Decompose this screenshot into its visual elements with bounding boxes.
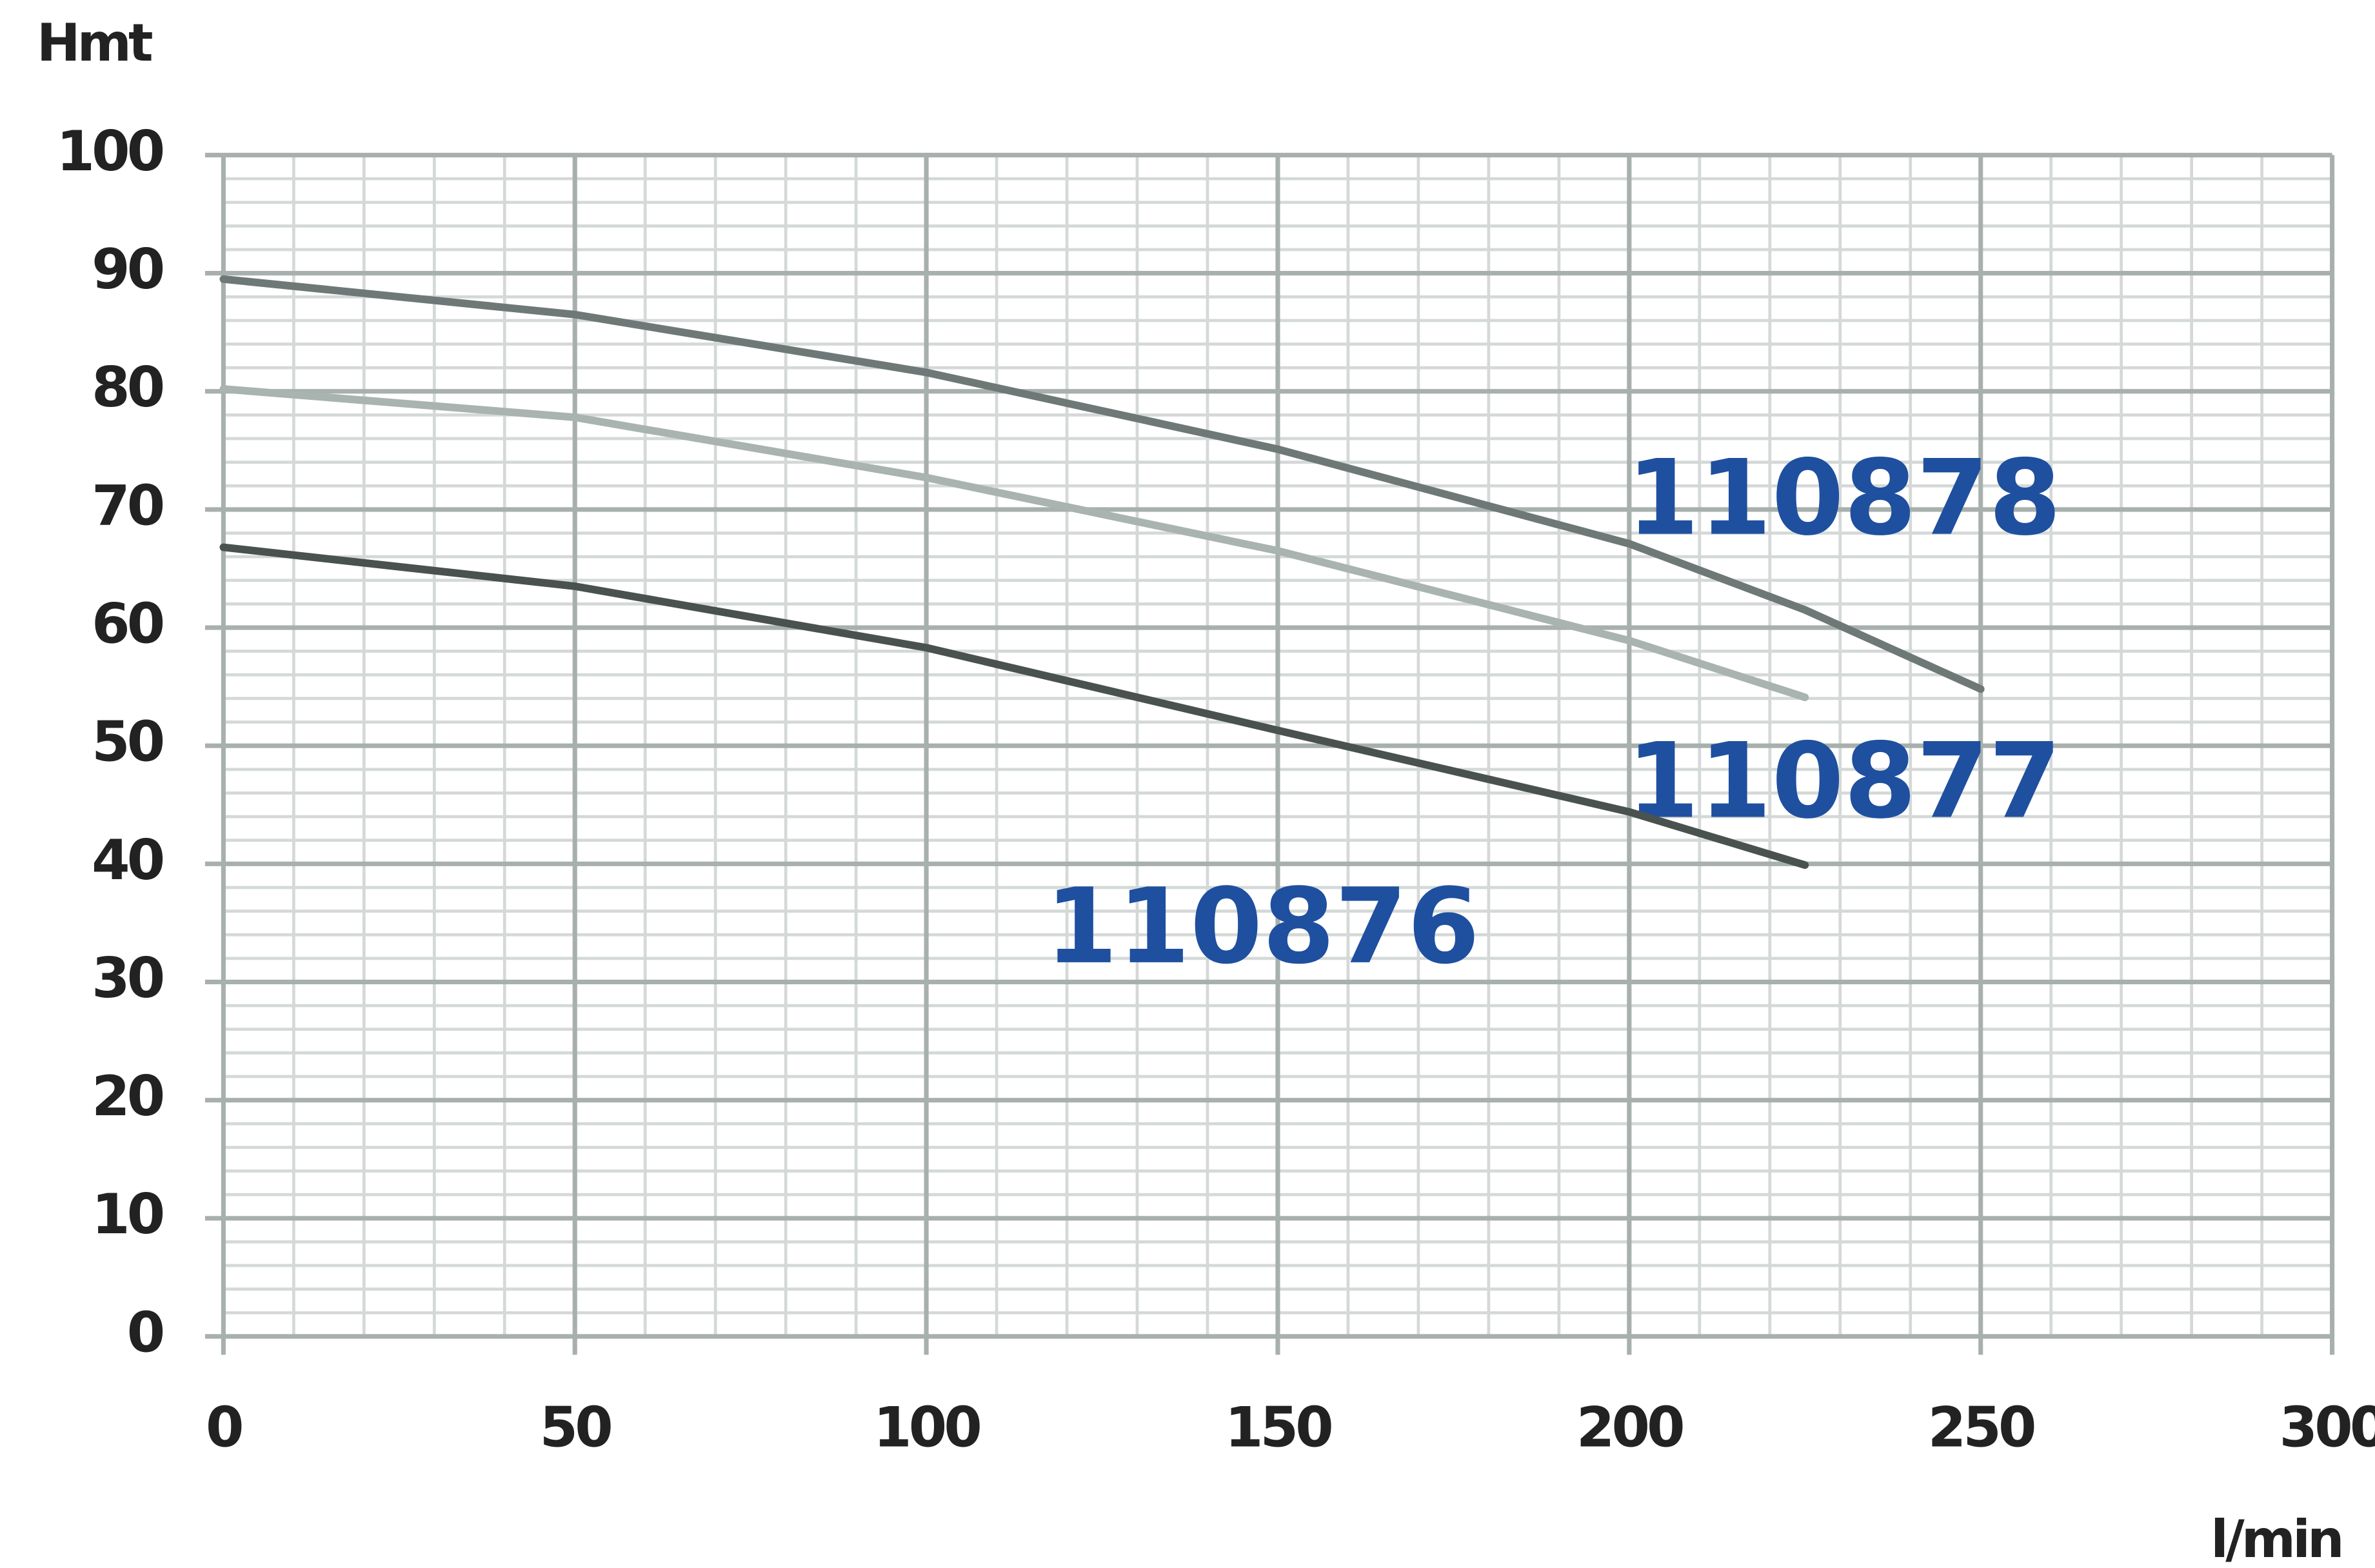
series-line [219,275,1985,693]
y-axis-title: Hmt [37,13,152,74]
y-tick-label: 60 [92,592,163,656]
x-tick-label: 0 [206,1396,242,1460]
x-tick-label: 50 [540,1396,611,1460]
series-label: 110876 [1046,866,1480,987]
x-tick-label: 100 [873,1396,980,1460]
y-tick-label: 90 [92,238,163,302]
series-line [219,385,1809,702]
y-tick-label: 70 [92,474,163,538]
x-axis-title: l/min [2211,1509,2341,1568]
x-tick-label: 300 [2280,1396,2375,1460]
series-line [219,543,1809,869]
x-tick-label: 150 [1225,1396,1331,1460]
x-tick-label: 250 [1928,1396,2034,1460]
y-tick-label: 100 [56,120,163,184]
x-tick-label: 200 [1576,1396,1683,1460]
y-tick-label: 50 [92,711,163,775]
y-tick-label: 40 [92,829,163,893]
series-label: 110878 [1627,438,2061,559]
y-tick-label: 30 [92,947,163,1011]
y-tick-label: 80 [92,356,163,420]
series-label: 110877 [1627,721,2061,842]
y-tick-label: 0 [127,1301,163,1365]
y-tick-label: 10 [92,1183,163,1247]
y-tick-label: 20 [92,1065,163,1129]
